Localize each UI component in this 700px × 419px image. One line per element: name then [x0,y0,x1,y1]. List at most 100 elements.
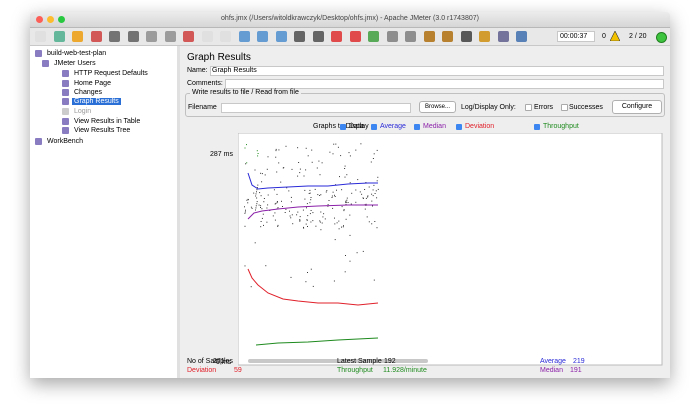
toolbar-button[interactable] [312,31,324,42]
data-dot [328,200,330,201]
toolbar-button[interactable] [479,31,490,42]
stat-label: Latest Sample [337,358,382,365]
data-dot [310,199,312,201]
data-dot [290,201,292,203]
file-group [185,93,665,117]
data-dot [376,180,378,182]
data-dot [334,217,335,219]
tree-item[interactable]: Graph Results [72,98,121,105]
title-bar: ohfs.jmx (/Users/witoldkrawczyk/Desktop/… [30,12,670,28]
tree-item[interactable]: Changes [74,89,103,96]
timer: 00:00:37 [560,33,588,40]
data-dot [357,179,359,181]
data-dot [284,212,286,213]
toolbar-button[interactable] [331,31,342,42]
graph-results-panel: Graph Results Name: Graph Results Commen… [180,46,670,378]
data-dot [332,153,334,155]
tree-item[interactable]: build-web-test-plan [47,50,107,57]
data-dot [274,212,276,214]
close-button[interactable] [36,16,43,23]
scrollbar[interactable] [248,359,428,363]
data-dot [260,221,262,222]
data-dot [307,215,309,217]
splitter[interactable] [177,46,180,378]
toolbar-button[interactable] [183,31,194,42]
toolbar-button[interactable] [201,31,213,42]
configure-button[interactable]: Configure [612,100,662,114]
toolbar-button[interactable] [35,31,46,42]
filename-label: Filename [188,104,217,111]
data-dot [257,184,259,186]
toolbar-button[interactable] [442,31,453,42]
toolbar-button[interactable] [368,31,379,42]
toolbar-button[interactable] [220,31,231,42]
graph-area [238,133,663,366]
data-dot [371,193,373,195]
browse-button[interactable]: Browse... [419,101,456,113]
data-dot [253,192,255,194]
successes-checkbox[interactable] [561,104,568,111]
log-display-label: Log/Display Only: [461,104,516,111]
data-dot [275,156,277,158]
data-dot [371,200,373,202]
tree-item[interactable]: View Results Tree [74,127,131,134]
toolbar-button[interactable] [90,31,102,42]
toolbar-button[interactable] [257,31,268,42]
toolbar-button[interactable] [516,31,527,42]
data-dot [332,191,334,193]
graph-option-label: Average [380,123,406,130]
graph-option-checkbox[interactable] [414,124,420,130]
tree-item[interactable]: WorkBench [47,138,84,145]
tree-item[interactable]: Home Page [74,80,111,87]
toolbar-button[interactable] [127,31,139,42]
toolbar-button[interactable] [460,31,472,42]
graph-option-checkbox[interactable] [340,124,346,130]
data-dot [345,255,346,256]
toolbar-button[interactable] [405,31,416,42]
data-dot [299,172,301,174]
data-dot [254,169,256,171]
data-dot [246,162,248,164]
data-dot [307,272,308,273]
toolbar-button[interactable] [423,31,435,42]
data-dot [306,203,308,205]
toolbar-button[interactable] [109,31,120,42]
name-field[interactable] [210,66,664,76]
data-dot [277,225,279,227]
graph-option-checkbox[interactable] [534,124,540,130]
data-dot [296,214,298,216]
toolbar-button[interactable] [275,31,287,42]
tree-item[interactable]: View Results in Table [74,118,141,125]
tree-item[interactable]: HTTP Request Defaults [74,70,148,77]
tree-item[interactable]: JMeter Users [54,60,96,67]
comments-field[interactable] [225,79,664,89]
graph-option-checkbox[interactable] [456,124,462,130]
toolbar-button[interactable] [386,31,398,42]
toolbar-button[interactable] [72,31,83,42]
zoom-button[interactable] [58,16,65,23]
toolbar: 00:00:37 0 2 / 20 [30,28,670,46]
data-dot [362,197,364,199]
minimize-button[interactable] [47,16,54,23]
data-dot [246,199,248,201]
toolbar-button[interactable] [497,31,509,42]
data-dot [348,152,350,154]
filename-field[interactable] [221,103,411,113]
tree-item[interactable]: Login [74,108,92,115]
graph-option-checkbox[interactable] [371,124,377,130]
toolbar-button[interactable] [349,31,361,42]
errors-checkbox[interactable] [525,104,532,111]
data-dot [373,184,375,186]
toolbar-button[interactable] [294,31,305,42]
toolbar-button[interactable] [164,31,176,42]
data-dot [338,228,340,230]
toolbar-button[interactable] [238,31,250,42]
toolbar-button[interactable] [146,31,157,42]
toolbar-button[interactable] [53,31,65,42]
data-dot [305,281,307,283]
data-dot [356,252,358,254]
data-dot [311,161,313,163]
data-dot [277,224,279,226]
data-dot [299,220,301,222]
data-dot [336,189,337,191]
